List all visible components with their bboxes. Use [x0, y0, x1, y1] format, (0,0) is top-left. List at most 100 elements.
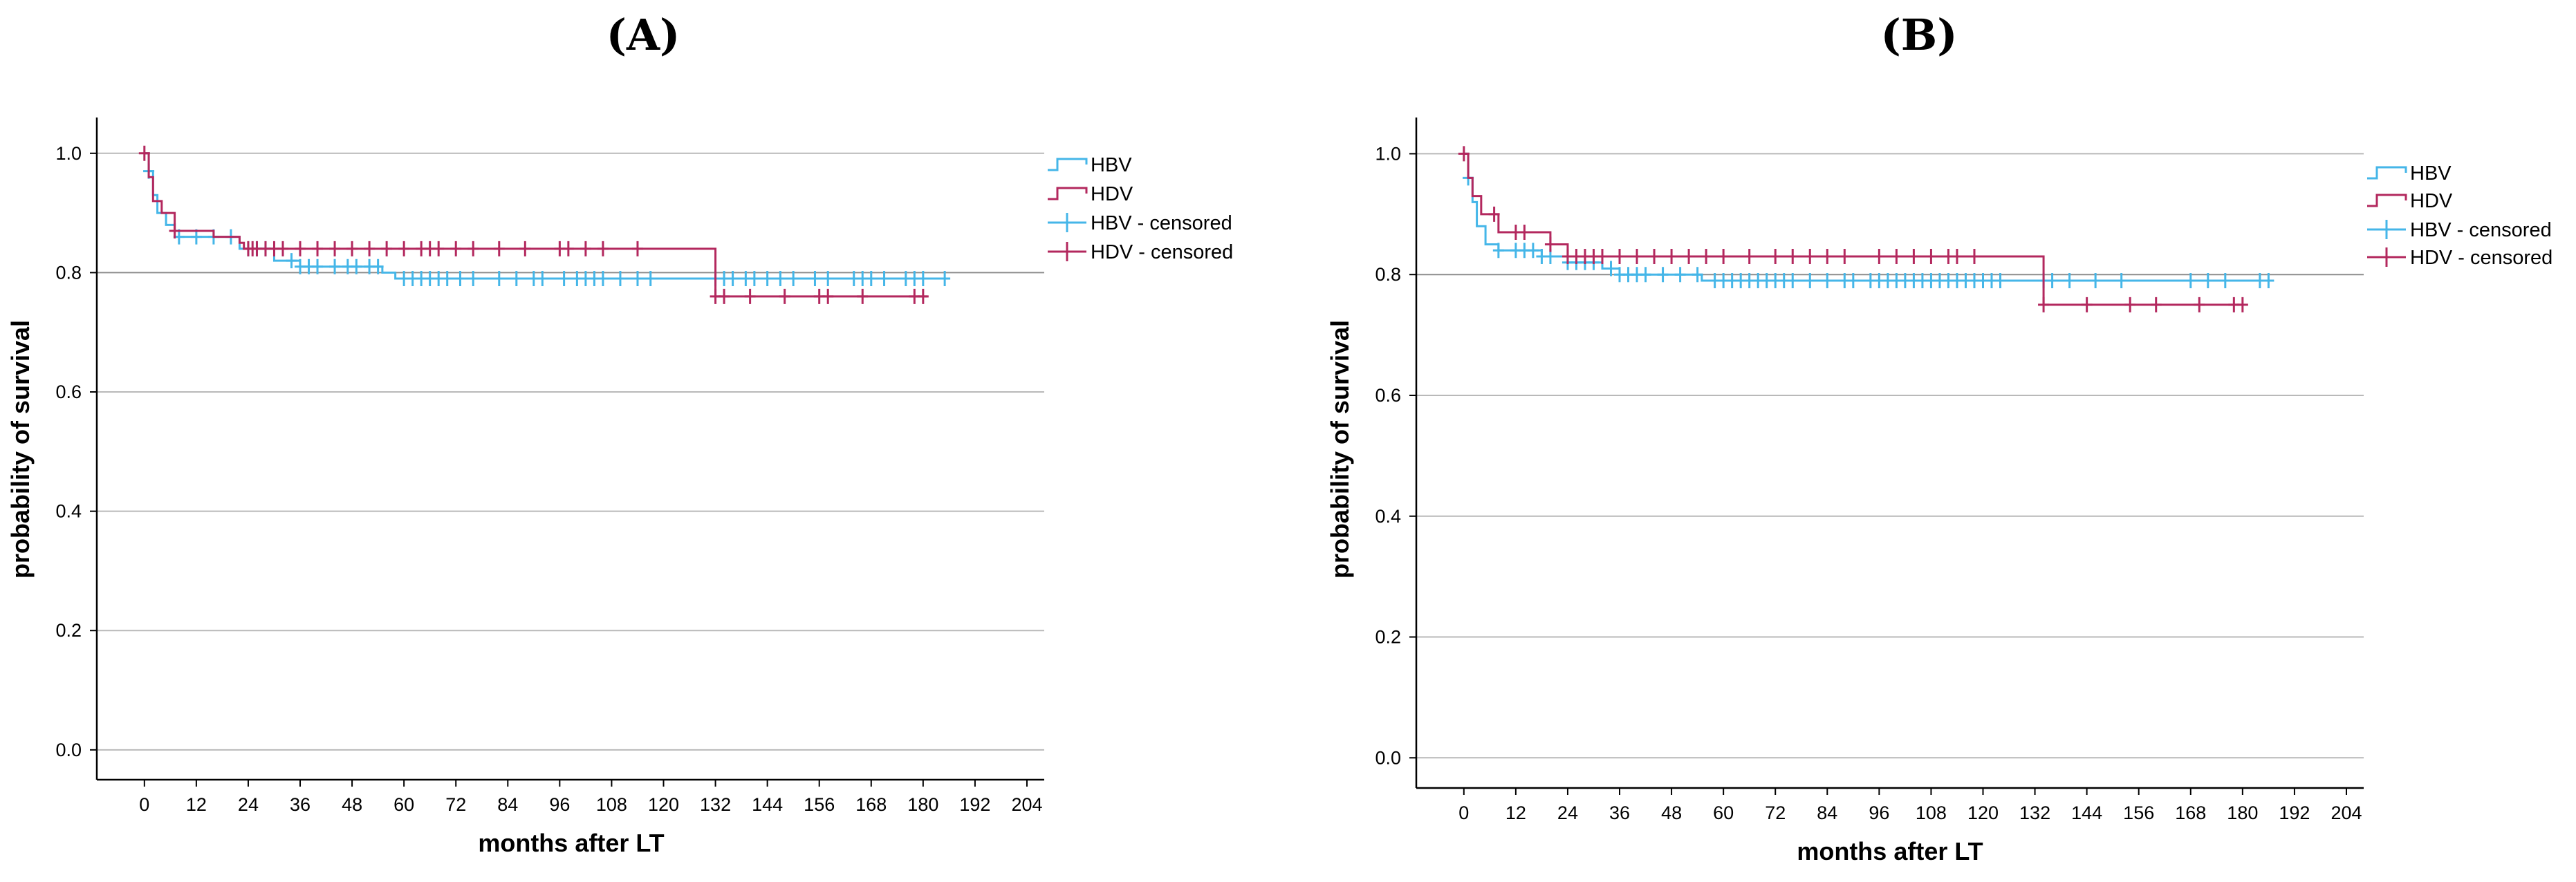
panel-a-hdv-censor-mark — [398, 241, 410, 256]
panel-a-x-tick-label-14: 168 — [855, 794, 887, 815]
panel-b-y-ticks: 0.0 0.2 0.4 0.6 0.8 1.0 — [1375, 143, 1416, 768]
panel-a-x-tick-label-9: 108 — [596, 794, 627, 815]
panel-b-hbv-censor-mark — [2115, 272, 2127, 288]
panel-b-x-tick-label-17: 204 — [2331, 803, 2362, 823]
panel-a-hdv-censor-mark — [467, 241, 479, 256]
panel-b-hdv-censor-mark — [1666, 248, 1678, 264]
panel-b-hdv-censor-mark — [1631, 248, 1643, 264]
panel-a-hdv-censor-mark — [346, 241, 358, 256]
panel-b-hbv-censor-mark — [1605, 261, 1617, 276]
panel-a-hdv-censor-mark — [138, 145, 150, 161]
panel-a-hdv-censor-mark — [277, 241, 288, 256]
panel-b-hdv-censor-mark — [1891, 248, 1902, 264]
panel-b-x-tick-label-10: 120 — [1967, 803, 1999, 823]
panel-b-hdv-censor-mark — [1839, 248, 1851, 264]
panel-a-x-tick-label-15: 180 — [907, 794, 938, 815]
panel-a-x-axis-title: months after LT — [478, 829, 664, 857]
panel-b-hdv-censor-mark — [2150, 297, 2162, 312]
panel-a-hbv-censor-mark — [748, 271, 760, 287]
panel-b-hdv-censor-mark — [2081, 297, 2093, 312]
panel-a-hbv-censor-mark — [597, 271, 609, 287]
panel-a-y-ticks: 0.0 0.2 0.4 0.6 0.8 1.0 — [55, 143, 97, 760]
panel-b-hbv-censor-mark — [2046, 272, 2058, 288]
panel-a-x-tick-label-16: 192 — [959, 794, 990, 815]
panel-a-y-axis-title: probability of survival — [6, 320, 35, 579]
legend-a-swatch-3 — [1048, 242, 1086, 261]
panel-a-x-tick-label-8: 96 — [549, 794, 570, 815]
legend-b-hdv-censored: HDV - censored — [2410, 247, 2552, 269]
panel-a-hbv-survival-curve — [144, 152, 945, 280]
panel-b-hdv-censor-mark — [2038, 297, 2050, 312]
panel-b-hbv-censor-mark — [2202, 272, 2214, 288]
panel-b-y-tick-label-3: 0.6 — [1375, 385, 1401, 406]
legend-b-swatch-3 — [2367, 247, 2406, 267]
panel-b-x-ticks: 0 12 24 36 48 60 72 84 96 108 120 132 144 156 168 180 19… — [1458, 788, 2362, 823]
panel-b-hbv-censor-mark — [1822, 272, 1833, 288]
panel-a-y-tick-label-5: 1.0 — [55, 143, 82, 164]
panel-b-x-tick-label-9: 108 — [1916, 803, 1947, 823]
panel-b-x-tick-label-14: 168 — [2175, 803, 2206, 823]
panel-b-x-tick-label-0: 0 — [1458, 803, 1469, 823]
panel-a-x-tick-label-13: 156 — [804, 794, 835, 815]
panel-a-hbv-censor-mark — [878, 271, 890, 287]
legend-a-hdv: HDV — [1091, 183, 1133, 205]
panel-b-y-tick-label-0: 0.0 — [1375, 747, 1401, 768]
panel-b-y-tick-label-2: 0.4 — [1375, 506, 1401, 527]
legend-a-swatch-1 — [1048, 187, 1088, 200]
panel-b-hdv-censor-mark — [1908, 248, 1920, 264]
legend-b-hdv: HDV — [2410, 190, 2453, 212]
panel-a-hbv-censor-mark — [822, 271, 834, 287]
panel-a-hbv-censor-mark — [761, 271, 773, 287]
panel-b-x-tick-label-2: 24 — [1557, 803, 1578, 823]
panel-a-hdv-censor-mark — [857, 288, 869, 304]
panel-a-hdv-censor-mark — [631, 241, 643, 256]
panel-a-hbv-censor-mark — [775, 271, 786, 287]
panel-a-hdv-censor-mark — [580, 241, 591, 256]
panel-b-hdv-censor-mark — [1488, 206, 1500, 222]
panel-b-x-tick-label-15: 180 — [2227, 803, 2258, 823]
panel-b-x-tick-label-3: 36 — [1609, 803, 1630, 823]
panel-a-hbv-censor-mark — [312, 259, 324, 274]
panel-a-x-tick-label-7: 84 — [497, 794, 518, 815]
panel-b-hbv-censor-mark — [2090, 272, 2102, 288]
panel-b-x-tick-label-1: 12 — [1505, 803, 1526, 823]
legend-a-hbv: HBV — [1091, 154, 1132, 176]
panel-a-hdv-censor-mark — [822, 288, 834, 304]
panel-a-hbv-censor-mark — [558, 271, 570, 287]
panel-b-x-tick-label-12: 144 — [2071, 803, 2102, 823]
panel-a-hbv-censor-mark — [372, 259, 384, 274]
panel-b-hdv-censor-mark — [1701, 248, 1712, 264]
panel-b-x-tick-label-5: 60 — [1713, 803, 1734, 823]
legend-a-swatch-0 — [1048, 158, 1088, 171]
panel-b-hdv-survival-curve — [1463, 152, 2243, 306]
panel-b-hdv-censor-mark — [1649, 248, 1660, 264]
panel-b-hbv-censor-mark — [2064, 272, 2075, 288]
legend-a-hbv-censored: HBV - censored — [1091, 212, 1232, 234]
panel-b-hdv-censor-mark — [1519, 225, 1530, 241]
panel-b-hbv-censor-mark — [1847, 272, 1859, 288]
panel-a-x-tick-label-3: 36 — [290, 794, 311, 815]
legend-b-swatch-1 — [2367, 194, 2407, 207]
panel-a-series — [138, 145, 951, 304]
panel-b-hbv-censor-mark — [2219, 272, 2231, 288]
chart-panel-a: (A) 0.0 0.2 0.4 0.6 0.8 1.0 0 12 24 36 48 60 72 84 96… — [6, 10, 1233, 857]
panel-a-hdv-censor-mark — [744, 288, 756, 304]
panel-b-hdv-censor-mark — [1718, 248, 1730, 264]
panel-b-hbv-censor-mark — [1787, 272, 1799, 288]
panel-a-hdv-censor-mark — [329, 241, 341, 256]
panel-b-hdv-censor-mark — [1873, 248, 1885, 264]
panel-b-hdv-censor-mark — [1743, 248, 1755, 264]
legend-a-hdv-censored: HDV - censored — [1091, 241, 1233, 263]
panel-b-x-axis-title: months after LT — [1797, 837, 1983, 865]
panel-a-hbv-censor-mark — [788, 271, 799, 287]
panel-b-x-tick-label-8: 96 — [1869, 803, 1889, 823]
panel-b-series — [1458, 146, 2274, 312]
panel-a-x-tick-label-11: 132 — [700, 794, 731, 815]
panel-b-hbv-censor-mark — [1640, 267, 1651, 283]
panel-b-hbv-censor-mark — [1674, 267, 1686, 283]
panel-a-hbv-censor-mark — [939, 271, 951, 287]
legend-b-hbv: HBV — [2410, 162, 2452, 185]
panel-a-hbv-censor-mark — [329, 259, 341, 274]
panel-b-x-tick-label-13: 156 — [2123, 803, 2154, 823]
